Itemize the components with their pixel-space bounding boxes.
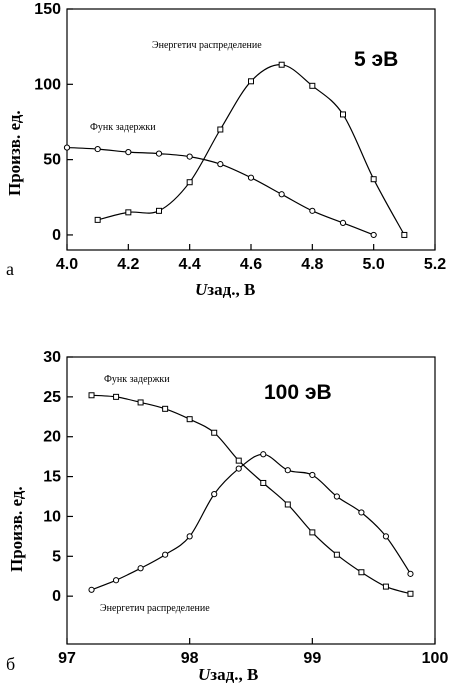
chart-b-xlabel: Uзад., В bbox=[198, 665, 258, 684]
chart-b-series-2-point bbox=[112, 577, 120, 584]
chart-a-xtick-label: 5.2 bbox=[424, 256, 446, 273]
chart-b-energy-dist-label: Энергетич распределение bbox=[100, 603, 210, 614]
chart-b-ytick-label: 0 bbox=[52, 588, 61, 605]
chart-b-series-1-point bbox=[186, 416, 193, 423]
chart-b-series-2-point bbox=[260, 451, 267, 458]
chart-a-series-1-point bbox=[217, 126, 224, 133]
chart-b-series-1-point bbox=[137, 399, 144, 406]
chart-a-series-1-point bbox=[186, 179, 193, 186]
chart-a-energy-value: 5 эВ bbox=[354, 48, 398, 71]
chart-a-xtick-label: 4.6 bbox=[240, 256, 262, 273]
chart-a-panel-letter: а bbox=[6, 259, 14, 279]
chart-b-series-1-point bbox=[309, 529, 316, 536]
chart-a-xtick-label: 4.0 bbox=[56, 256, 78, 273]
chart-b-ytick-label: 10 bbox=[43, 508, 61, 525]
chart-a-series-2-point bbox=[309, 207, 316, 214]
chart-a-xlabel: Uзад., В bbox=[195, 280, 255, 299]
chart-b-xtick-label: 100 bbox=[422, 650, 449, 667]
chart-b-series-2-point bbox=[235, 465, 242, 472]
chart-a-series-2-point bbox=[94, 145, 101, 153]
chart-b-series-2-point bbox=[186, 533, 193, 540]
chart-b-series-1-point bbox=[333, 551, 340, 558]
chart-b-xlabel-rest: зад., В bbox=[210, 665, 258, 684]
chart-a-ytick-label: 100 bbox=[34, 76, 61, 93]
chart-b-series-1-point bbox=[162, 405, 169, 412]
chart-a-series-1-point bbox=[309, 82, 316, 89]
chart-b: 0 5 10 15 20 25 30 97 98 99 100 Функ задержки Эне… bbox=[6, 349, 448, 684]
chart-a-series-1-point bbox=[370, 176, 377, 183]
chart-b-series-2-point bbox=[358, 509, 365, 516]
chart-b-ytick-label: 30 bbox=[43, 349, 61, 366]
chart-a-series-1-point bbox=[94, 216, 101, 223]
chart-a-series-1-point bbox=[248, 78, 254, 85]
chart-b-series-1-point bbox=[284, 501, 291, 508]
chart-b-ytick-label: 25 bbox=[43, 389, 61, 406]
chart-b-ytick-label: 20 bbox=[43, 429, 61, 446]
chart-b-series-1-point bbox=[382, 583, 389, 590]
chart-a-series-1-point bbox=[125, 209, 132, 216]
chart-b-ytick-label: 15 bbox=[43, 469, 61, 486]
chart-b-series-1-point bbox=[235, 457, 242, 464]
chart-a-series-1-point bbox=[278, 61, 285, 68]
chart-b-series-1-line bbox=[91, 394, 411, 595]
chart-b-series-2-point bbox=[407, 570, 414, 577]
chart-b-xlabel-var: U bbox=[198, 665, 211, 684]
chart-b-series-1-point bbox=[113, 393, 120, 400]
chart-b-ylabel: Произв. ед. bbox=[7, 486, 26, 572]
chart-a-retard-func-label: Функ задержки bbox=[90, 122, 156, 133]
chart-b-xtick-label: 97 bbox=[58, 650, 76, 667]
chart-a-series-2-point bbox=[155, 150, 163, 157]
chart-b-frame bbox=[66, 356, 436, 645]
chart-a-xtick-label: 4.8 bbox=[301, 256, 323, 273]
chart-b-series-2-point bbox=[162, 551, 169, 558]
chart-a-series-2-point bbox=[186, 153, 193, 160]
chart-b-series-2-point bbox=[333, 493, 340, 500]
chart-a-ytick-label: 50 bbox=[43, 152, 61, 169]
chart-a-ylabel: Произв. ед. bbox=[5, 110, 24, 196]
chart-a-xlabel-var: U bbox=[195, 280, 208, 299]
chart-a-energy-dist-label: Энергетич распределение bbox=[152, 40, 262, 51]
chart-b-series-2-point bbox=[309, 471, 316, 479]
chart-b-series-2-point bbox=[137, 565, 144, 572]
chart-a-xtick-label: 5.0 bbox=[363, 256, 385, 273]
chart-a-series-1-line bbox=[97, 64, 405, 236]
chart-b-series-1-point bbox=[260, 479, 267, 486]
chart-a-xtick-label: 4.2 bbox=[117, 256, 139, 273]
chart-b-series-1-point bbox=[407, 590, 414, 597]
chart-a-ytick-label: 150 bbox=[34, 1, 61, 18]
chart-a-series-2-point bbox=[217, 161, 224, 168]
chart-b-xtick-label: 98 bbox=[181, 650, 199, 667]
chart-a-series-2-point bbox=[370, 231, 377, 239]
chart-a-ytick-label: 0 bbox=[52, 227, 61, 244]
chart-a-series-1-point bbox=[401, 231, 408, 238]
chart-b-series-2-point bbox=[211, 491, 218, 498]
chart-a-series-1-point bbox=[156, 207, 162, 214]
chart-a-series-2-point bbox=[278, 191, 285, 198]
chart-a-xlabel-rest: зад., В bbox=[207, 280, 255, 299]
chart-a: 0 50 100 150 4.0 4.2 4.4 4.6 4.8 5.0 5.2 Энергети… bbox=[5, 1, 446, 299]
chart-b-ytick-label: 5 bbox=[52, 548, 61, 565]
chart-b-series-1-point bbox=[211, 429, 218, 436]
chart-b-series-2-point bbox=[88, 586, 95, 593]
chart-b-series-2-point bbox=[382, 533, 390, 540]
chart-a-series-1-point bbox=[340, 111, 346, 118]
chart-a-series-2-line bbox=[66, 147, 374, 236]
chart-b-series-1-point bbox=[88, 392, 95, 399]
chart-a-series-2-point bbox=[339, 219, 347, 226]
chart-a-xtick-label: 4.4 bbox=[179, 256, 201, 273]
chart-a-series-2-point bbox=[125, 148, 132, 156]
chart-b-retard-func-label: Функ задержки bbox=[104, 374, 170, 385]
chart-b-series-1-point bbox=[358, 569, 365, 576]
chart-a-series-2-point bbox=[63, 144, 71, 151]
chart-b-xtick-label: 99 bbox=[303, 650, 321, 667]
chart-a-series-2-point bbox=[247, 174, 255, 181]
chart-b-energy-value: 100 эВ bbox=[264, 381, 332, 404]
chart-b-panel-letter: б bbox=[6, 654, 15, 674]
chart-b-series-2-point bbox=[284, 467, 291, 474]
